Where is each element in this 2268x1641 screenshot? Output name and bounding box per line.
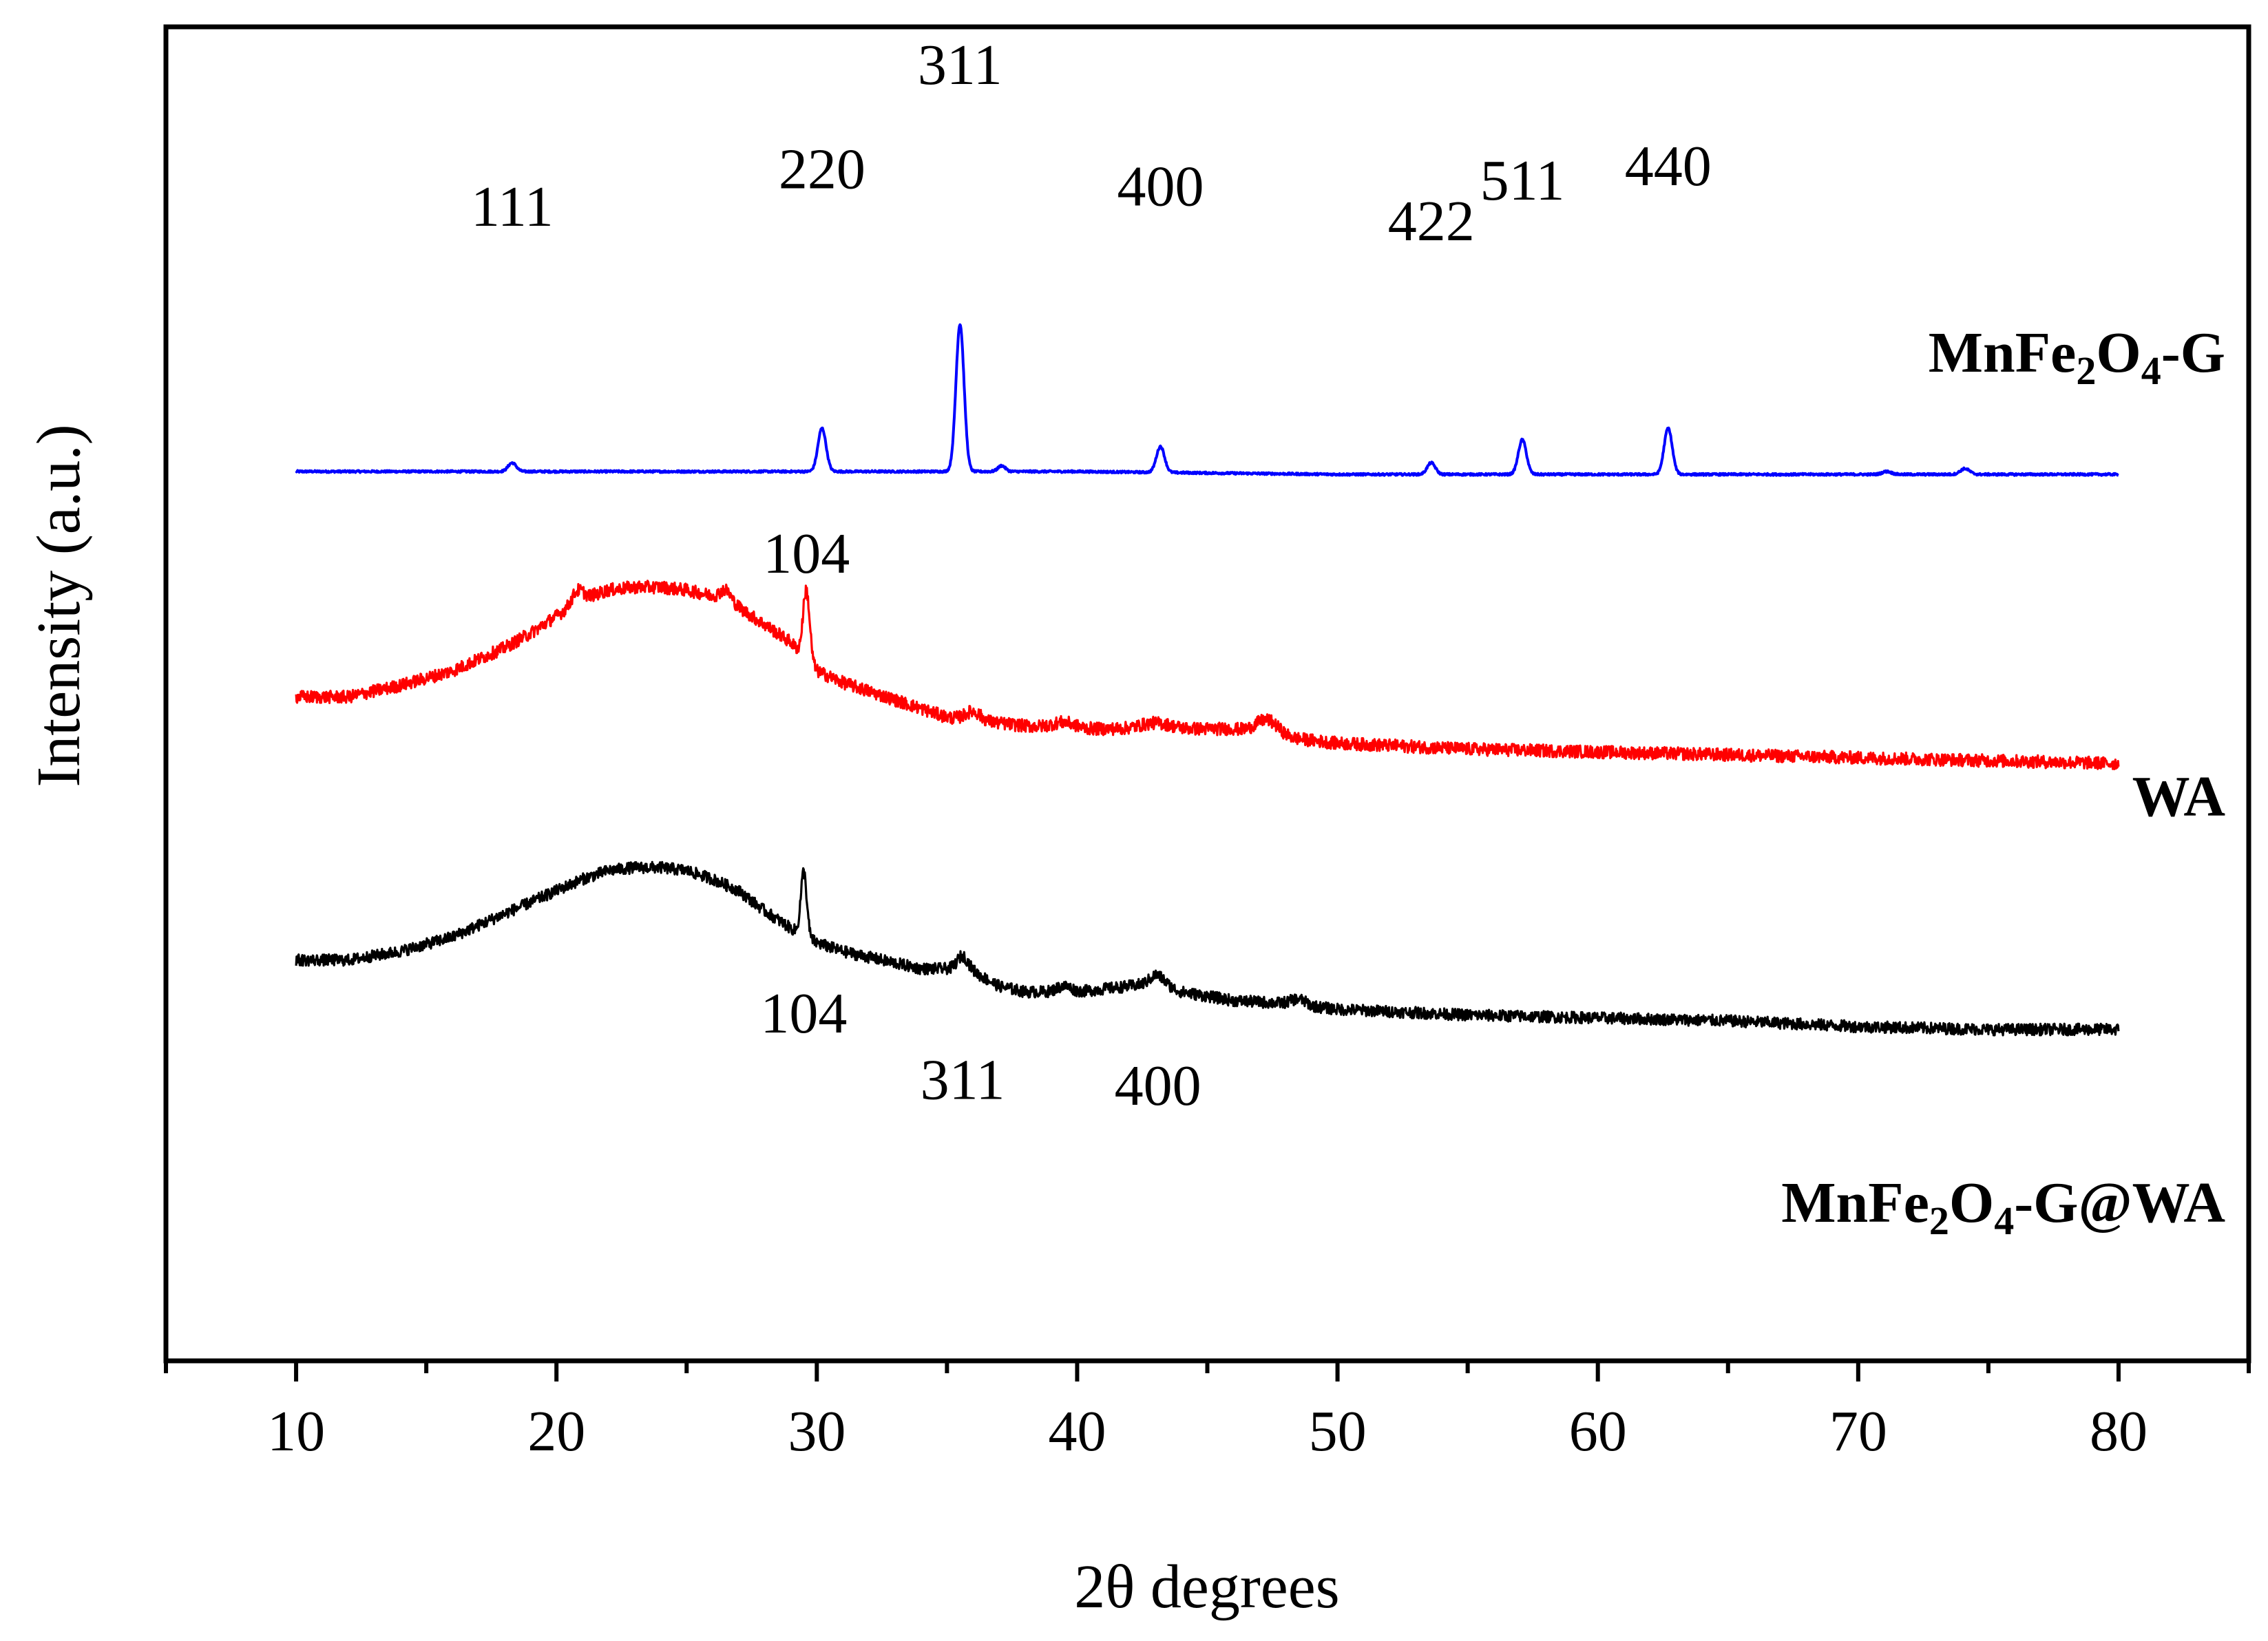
x-tick-label: 70 [1829,1399,1887,1463]
series-label-part: MnFe [1929,321,2077,385]
series-label-subscript: 2 [2076,348,2096,393]
peak-label: 104 [760,982,847,1046]
series-label-part: O [1949,1171,1994,1235]
series-label-subscript: 2 [1929,1198,1949,1243]
peak-label: 422 [1388,189,1475,253]
peak-label: 511 [1480,149,1565,213]
x-tick-label: 30 [788,1399,846,1463]
series-label-part: WA [2132,765,2226,829]
peak-label: 400 [1115,1054,1201,1118]
x-tick-label: 40 [1048,1399,1106,1463]
peak-label: 220 [779,137,865,201]
series-line-wa [295,580,2120,770]
series-label: WA [2132,765,2226,829]
series-line-mnfe2o4-g [295,323,2120,477]
x-tick-label: 80 [2090,1399,2148,1463]
peak-label: 311 [921,1048,1005,1112]
series-label: MnFe2O4-G@WA [1781,1171,2225,1243]
series-label-part: -G [2161,321,2225,385]
peak-label: 440 [1625,134,1712,198]
series-label-part: -G@WA [2014,1171,2225,1235]
peak-label: 104 [763,522,850,586]
series-label-part: O [2096,321,2141,385]
y-axis-title: Intensity (a.u.) [25,424,93,787]
series-line-mnfe2o4-g-wa [295,860,2120,1037]
peak-label: 311 [918,33,1002,97]
series-layer [295,323,2120,1037]
x-tick-label: 10 [267,1399,325,1463]
x-axis-ticks: 10 20 30 40 50 60 70 80 [164,1361,2251,1463]
series-label-subscript: 4 [1994,1198,2014,1243]
x-axis-title: 2θ degrees [1074,1553,1339,1621]
series-label-part: MnFe [1781,1171,1929,1235]
peak-label: 111 [471,175,554,239]
x-tick-label: 60 [1569,1399,1627,1463]
series-label-subscript: 4 [2141,348,2161,393]
x-tick-label: 50 [1309,1399,1367,1463]
x-tick-label: 20 [527,1399,585,1463]
series-label: MnFe2O4-G [1929,321,2225,393]
peak-label: 400 [1117,155,1204,219]
